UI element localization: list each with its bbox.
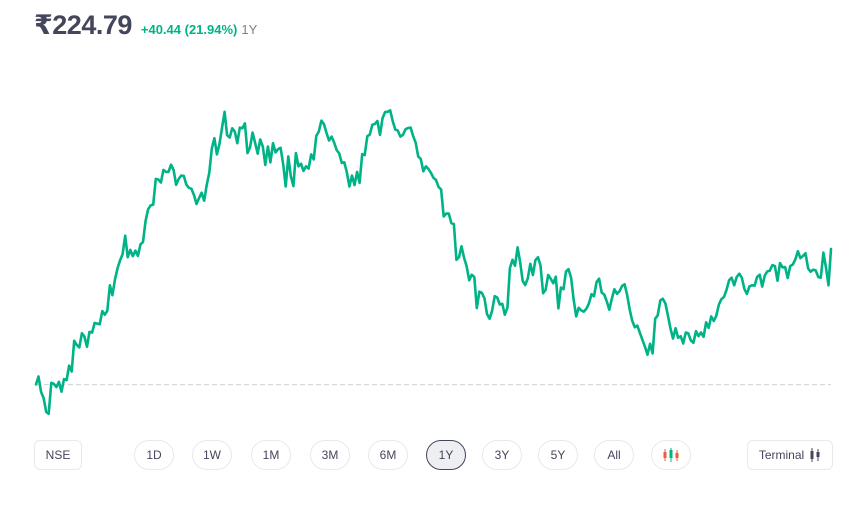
price-series-line (34, 109, 833, 416)
candlestick-toggle-button[interactable] (651, 440, 691, 470)
range-1y-button[interactable]: 1Y (426, 440, 466, 470)
price-chart[interactable] (0, 0, 863, 430)
range-1d-button[interactable]: 1D (134, 440, 174, 470)
chart-controls: NSE 1D 1W 1M 3M 6M 1Y 3Y 5Y All Terminal (0, 440, 863, 472)
range-6m-button[interactable]: 6M (368, 440, 408, 470)
current-price: ₹224.79 (34, 10, 132, 40)
range-all-button[interactable]: All (594, 440, 634, 470)
change-period: 1Y (241, 22, 258, 37)
price-change: +40.44 (21.94%) (140, 22, 238, 37)
range-3y-button[interactable]: 3Y (482, 440, 522, 470)
range-1w-button[interactable]: 1W (192, 440, 232, 470)
terminal-button[interactable]: Terminal (747, 440, 833, 470)
exchange-button[interactable]: NSE (34, 440, 82, 470)
terminal-candle-icon (809, 447, 821, 463)
price-header: ₹224.79 +40.44 (21.94%) 1Y (34, 10, 257, 41)
range-3m-button[interactable]: 3M (310, 440, 350, 470)
terminal-label: Terminal (758, 448, 805, 462)
range-5y-button[interactable]: 5Y (538, 440, 578, 470)
range-1m-button[interactable]: 1M (251, 440, 291, 470)
candlestick-icon (663, 448, 679, 462)
